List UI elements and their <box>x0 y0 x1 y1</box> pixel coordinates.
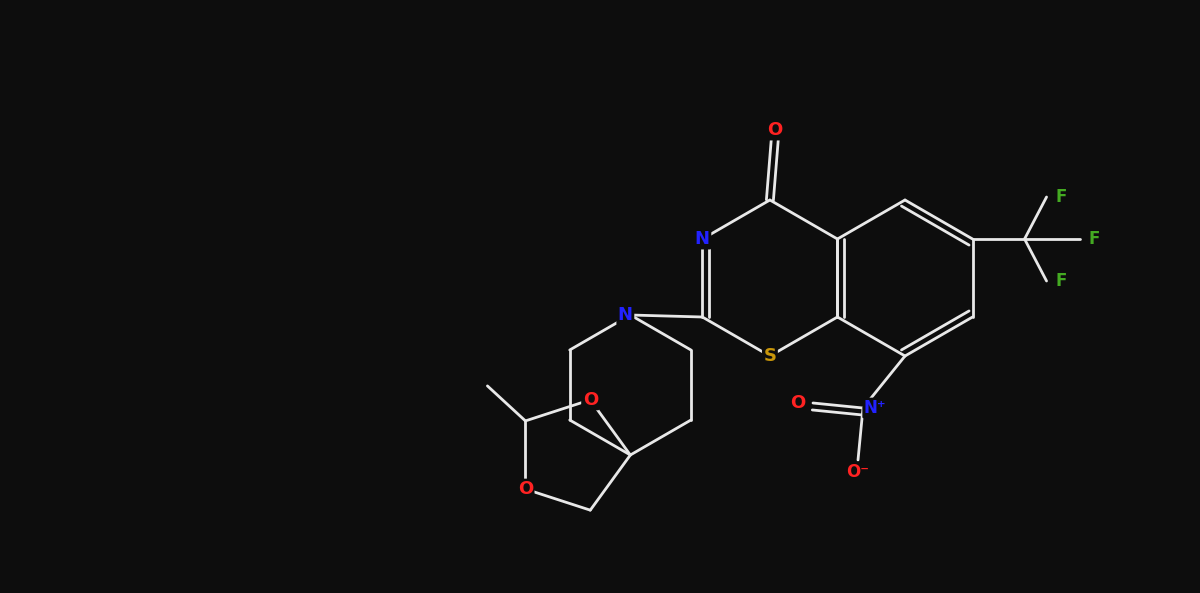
Text: S: S <box>763 347 776 365</box>
Text: O: O <box>583 391 598 409</box>
Text: O: O <box>518 480 533 498</box>
Text: N⁺: N⁺ <box>864 399 887 417</box>
Text: O: O <box>767 121 782 139</box>
Text: F: F <box>1088 230 1100 248</box>
Text: N: N <box>618 306 632 324</box>
Text: F: F <box>1056 272 1067 290</box>
Text: O: O <box>791 394 805 412</box>
Text: F: F <box>1056 188 1067 206</box>
Text: O⁻: O⁻ <box>846 463 870 481</box>
Text: N: N <box>695 230 710 248</box>
